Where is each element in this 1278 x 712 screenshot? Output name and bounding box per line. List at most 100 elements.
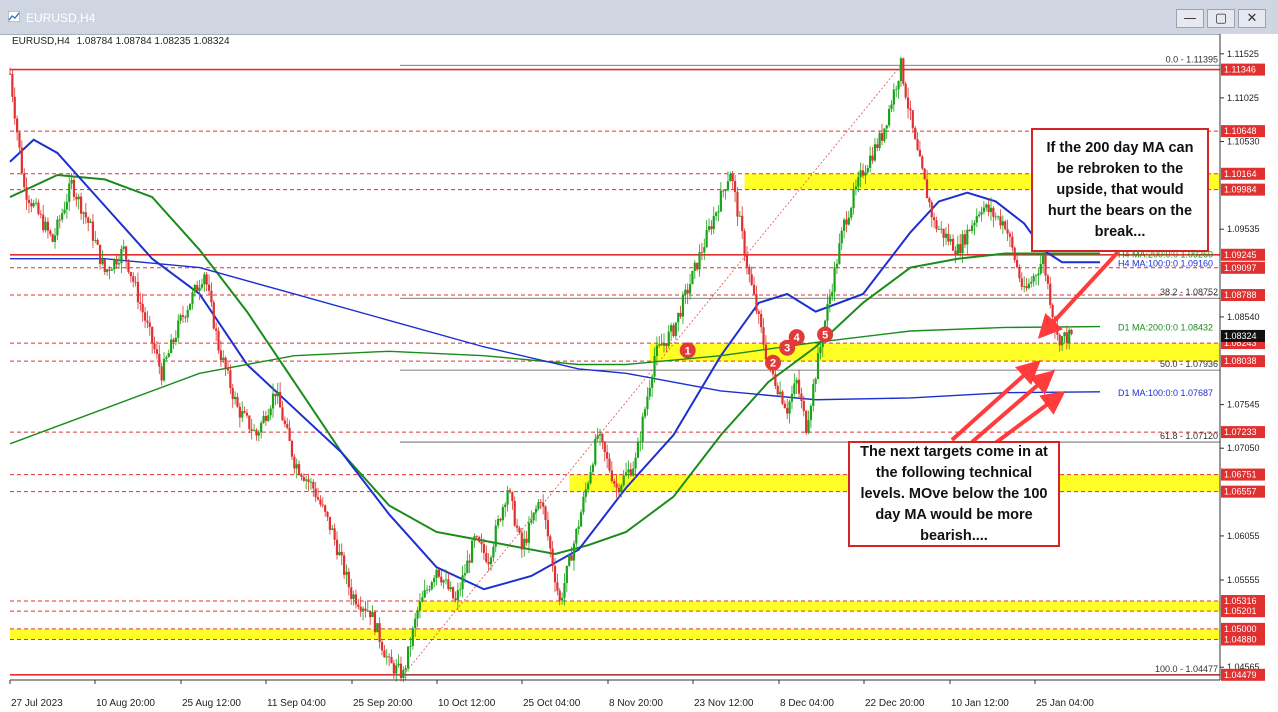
candle-body-390 [933,217,936,221]
candle-body-150 [364,608,367,611]
candle-body-106 [260,422,263,433]
candle-body-79 [196,284,199,291]
candle-body-125 [305,479,308,481]
candle-body-138 [335,539,339,556]
chart-icon [8,11,20,22]
candle-body-306 [733,180,737,193]
candle-body-233 [561,597,564,601]
candle-body-149 [361,608,365,611]
candle-body-440 [1051,304,1054,318]
candle-body-64 [160,366,163,381]
price-chart[interactable]: 0.0 - 1.11395 38.2 - 1.08752 50.0 - 1.0793… [0,34,1278,712]
candle-body-60 [151,326,154,344]
window-titlebar[interactable]: EURUSD,H4 — ▢ ✕ [0,0,1278,35]
candle-body-293 [703,247,706,253]
maximize-button[interactable]: ▢ [1207,9,1235,28]
x-tick-label-9: 8 Dec 04:00 [780,698,834,709]
candle-body-223 [537,502,540,509]
candle-body-8 [27,199,31,204]
candle-body-226 [544,506,547,521]
candle-body-95 [234,396,237,400]
candle-body-190 [459,589,462,591]
candle-body-430 [1027,283,1031,289]
candle-body-230 [553,566,557,583]
candle-body-11 [34,202,38,204]
candle-body-141 [343,555,346,575]
candle-body-324 [776,386,779,395]
candle-body-21 [58,219,61,221]
candle-body-337 [807,420,810,433]
candle-body-161 [390,657,393,664]
candle-body-36 [94,240,97,241]
candle-body-128 [312,481,315,489]
candle-body-363 [869,155,872,168]
x-tick-label-8: 23 Nov 12:00 [694,698,754,709]
pointer-arrow-1 [950,359,1041,442]
candle-body-118 [288,427,291,441]
candle-body-111 [271,393,275,409]
candle-body-13 [39,213,42,215]
candle-body-351 [840,230,843,244]
candle-body-359 [859,170,862,178]
fib-label-3: 61.8 - 1.07120 [1160,431,1218,441]
minimize-button[interactable]: — [1176,9,1204,28]
candle-body-120 [293,456,296,469]
candle-body-31 [82,212,85,214]
close-button[interactable]: ✕ [1238,9,1266,28]
candle-body-239 [575,528,578,544]
candle-body-92 [226,368,230,371]
candle-body-103 [252,429,256,431]
candle-body-317 [760,313,763,328]
candle-body-0 [8,73,12,75]
candle-body-257 [617,487,621,493]
candle-body-234 [563,583,566,598]
candle-body-146 [354,594,358,605]
candle-body-338 [809,405,813,421]
candle-body-89 [219,350,222,360]
candle-body-54 [136,282,140,303]
candle-body-126 [307,479,310,482]
candle-body-381 [911,110,914,128]
candle-body-313 [750,274,753,285]
level-tag-5 [1221,261,1265,274]
candle-body-38 [98,244,102,264]
candle-body-42 [108,269,111,271]
candle-body-107 [262,415,265,423]
support-zone-4 [10,628,1220,640]
ma-label-2: D1 MA:200:0:0 1.08432 [1118,323,1213,333]
candle-body-261 [627,469,630,473]
x-tick-label-12: 25 Jan 04:00 [1036,698,1094,709]
candle-body-191 [461,575,464,590]
current-price-label: 1.08324 [1224,331,1257,341]
candle-body-172 [416,610,419,619]
candle-body-86 [212,302,215,329]
candle-body-179 [433,577,436,583]
candle-body-318 [762,327,765,345]
candle-body-387 [925,179,929,199]
candle-body-262 [629,469,632,476]
candle-body-343 [821,338,824,348]
candle-body-347 [831,291,834,297]
candle-body-360 [861,170,865,176]
candle-body-432 [1032,275,1035,282]
candle-body-292 [700,252,704,254]
candle-body-2 [13,96,16,119]
candle-body-285 [684,289,687,296]
candle-body-426 [1018,267,1021,279]
marker-2 [765,354,781,371]
marker-1 [679,342,696,359]
candle-body-181 [437,569,440,577]
candle-body-227 [546,520,549,537]
candle-body-286 [686,289,689,294]
candle-body-370 [885,125,888,129]
fib-label-0: 0.0 - 1.11395 [1166,54,1218,64]
x-tick-label-10: 22 Dec 20:00 [865,698,925,709]
candle-body-37 [96,240,99,245]
candle-body-378 [904,83,907,98]
candle-body-58 [146,320,149,323]
candle-body-412 [985,204,988,208]
candle-body-274 [658,344,661,346]
candle-body-109 [267,415,270,421]
candle-body-225 [542,502,545,507]
x-tick-label-4: 25 Sep 20:00 [353,698,413,709]
